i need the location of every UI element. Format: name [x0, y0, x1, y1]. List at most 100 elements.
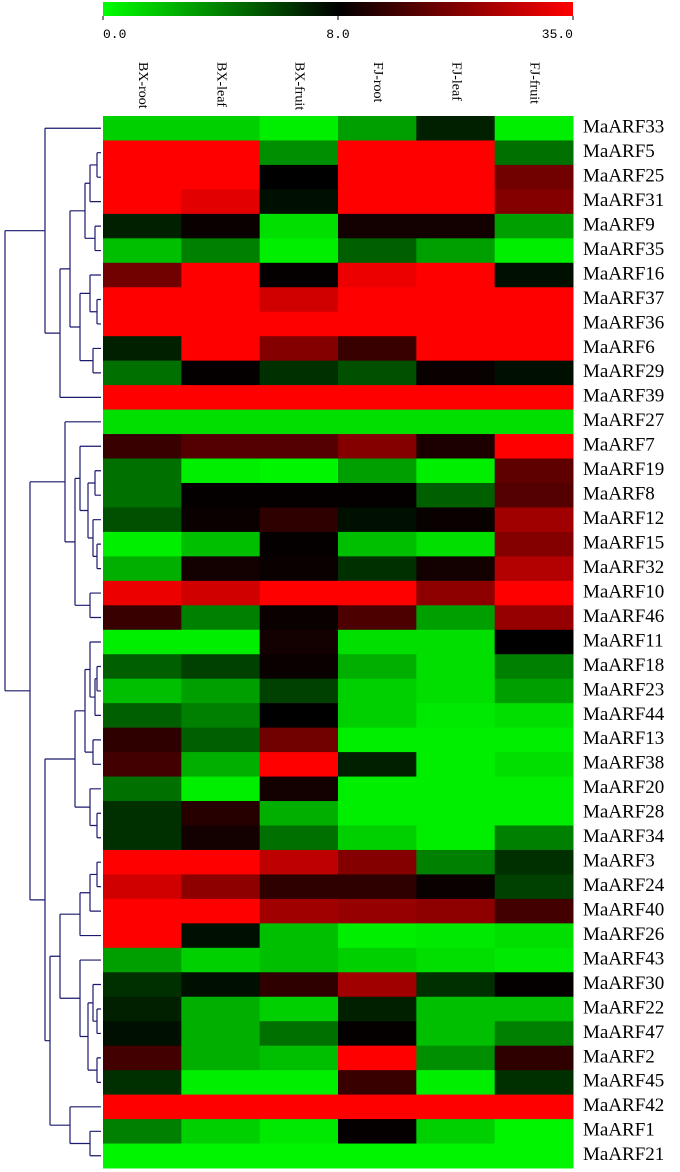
heatmap-cell: [416, 1045, 496, 1071]
dendrogram-branches: [4, 127, 101, 1157]
heatmap-cell: [494, 189, 574, 215]
row-label: MaARF19: [583, 459, 664, 480]
heatmap-cell: [494, 458, 574, 484]
heatmap-cell: [103, 923, 182, 949]
heatmap-cell: [494, 213, 574, 239]
column-label: FJ-root: [370, 62, 385, 103]
heatmap-cell: [181, 238, 261, 264]
heatmap-cell: [103, 336, 182, 362]
heatmap-cell: [181, 458, 261, 484]
heatmap-cell: [181, 262, 261, 288]
heatmap-cell: [416, 776, 496, 802]
heatmap-cell: [494, 507, 574, 533]
heatmap-cell: [338, 605, 417, 631]
heatmap-cell: [103, 287, 182, 313]
row-label: MaARF38: [583, 753, 664, 774]
row-label: MaARF11: [583, 630, 664, 651]
heatmap-cell: [338, 164, 417, 190]
heatmap-cell: [338, 556, 417, 582]
heatmap-cell: [103, 703, 182, 729]
heatmap-cell: [259, 116, 339, 141]
heatmap-cell: [181, 825, 261, 851]
heatmap-cell: [259, 996, 339, 1022]
heatmap-cell: [494, 678, 574, 704]
heatmap-cell: [416, 1094, 496, 1120]
heatmap-cell: [103, 164, 182, 190]
heatmap-cell: [259, 1045, 339, 1071]
heatmap-cell: [494, 1045, 574, 1071]
row-label: MaARF42: [583, 1095, 664, 1116]
heatmap-cell: [181, 287, 261, 313]
heatmap-cell: [338, 213, 417, 239]
heatmap-cell: [416, 654, 496, 680]
heatmap-cell: [416, 311, 496, 337]
heatmap-cell: [181, 874, 261, 900]
heatmap-cell: [494, 874, 574, 900]
heatmap-cell: [416, 213, 496, 239]
heatmap-cell: [259, 947, 339, 973]
row-label: MaARF18: [583, 655, 664, 676]
heatmap-cell: [416, 727, 496, 753]
row-label: MaARF34: [583, 826, 665, 847]
heatmap-cell: [416, 1143, 496, 1169]
heatmap-cell: [494, 287, 574, 313]
heatmap-cell: [416, 336, 496, 362]
heatmap-cell: [338, 923, 417, 949]
heatmap-cell: [259, 752, 339, 778]
heatmap-cell: [416, 752, 496, 778]
row-label: MaARF3: [583, 851, 655, 872]
heatmap-cell: [181, 1045, 261, 1071]
heatmap-cell: [494, 801, 574, 826]
heatmap-cell: [338, 311, 417, 337]
heatmap-cell: [338, 580, 417, 606]
heatmap-cell: [416, 531, 496, 557]
heatmap-cell: [259, 703, 339, 729]
heatmap-cell: [494, 482, 574, 508]
heatmap-cell: [259, 629, 339, 655]
heatmap-cell: [181, 703, 261, 729]
heatmap-cell: [416, 898, 496, 924]
heatmap-cell: [103, 678, 182, 704]
heatmap-cell: [181, 580, 261, 606]
heatmap-cell: [181, 605, 261, 631]
heatmap-cell: [416, 458, 496, 484]
row-label: MaARF32: [583, 557, 664, 578]
heatmap-cell: [259, 898, 339, 924]
heatmap-cell: [338, 898, 417, 924]
heatmap-cell: [103, 654, 182, 680]
heatmap-cell: [494, 996, 574, 1022]
heatmap-cell: [416, 189, 496, 215]
heatmap-cell: [103, 116, 182, 141]
heatmap-cell: [259, 678, 339, 704]
heatmap-cell: [338, 874, 417, 900]
heatmap-cell: [416, 409, 496, 435]
heatmap-cell: [103, 1119, 182, 1145]
heatmap-cell: [338, 1094, 417, 1120]
heatmap-cell: [494, 311, 574, 337]
heatmap-cell: [259, 874, 339, 900]
column-label: BX-fruit: [292, 62, 307, 110]
color-tick-label: 35.0: [542, 27, 573, 42]
heatmap-cell: [338, 947, 417, 973]
heatmap-cell: [338, 1143, 417, 1169]
heatmap-cell: [494, 898, 574, 924]
heatmap-cell: [181, 654, 261, 680]
heatmap-cell: [494, 262, 574, 288]
heatmap-cell: [338, 482, 417, 508]
heatmap-cell: [181, 531, 261, 557]
heatmap-cell: [416, 164, 496, 190]
heatmap-cell: [181, 434, 261, 460]
heatmap-cell: [494, 1021, 574, 1047]
row-label: MaARF7: [583, 435, 655, 456]
column-label: FJ-fruit: [527, 62, 542, 104]
heatmap-cell: [259, 1070, 339, 1096]
heatmap-cell: [181, 776, 261, 802]
heatmap-cell: [416, 703, 496, 729]
row-label: MaARF39: [583, 386, 664, 407]
row-label: MaARF43: [583, 948, 664, 969]
dendrogram: [4, 127, 101, 1157]
heatmap-cell: [416, 1070, 496, 1096]
heatmap-cell: [494, 825, 574, 851]
heatmap-cell: [338, 825, 417, 851]
